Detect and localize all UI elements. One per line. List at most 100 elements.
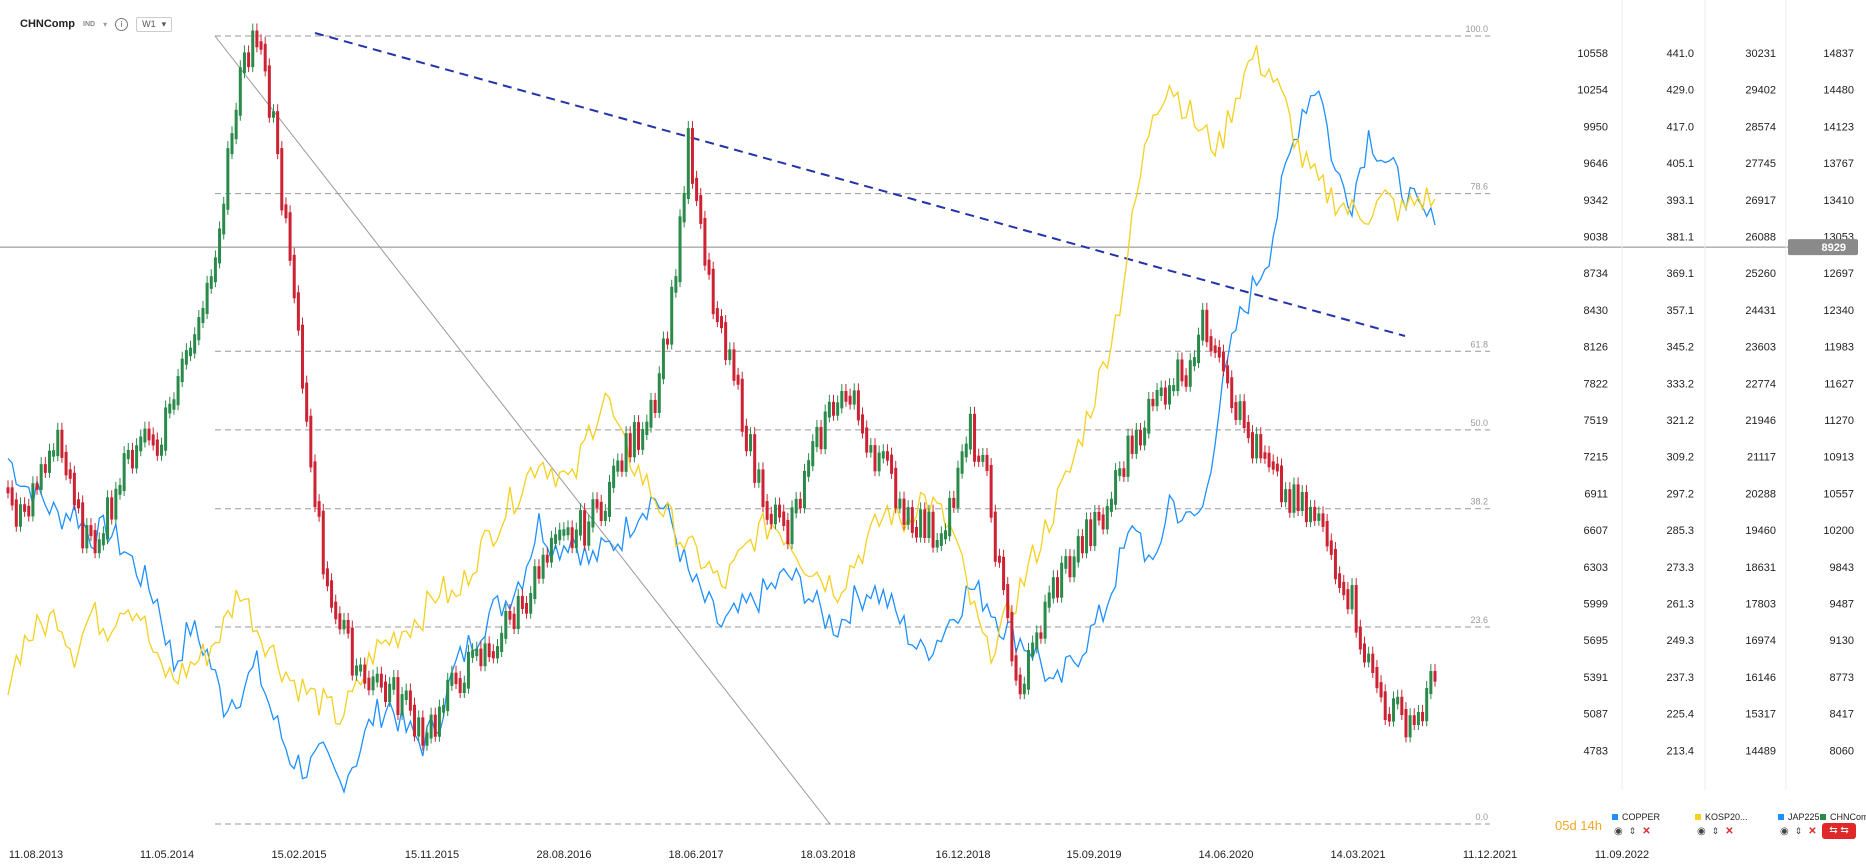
close-icon[interactable]: ✕	[1725, 826, 1734, 837]
axis-tick-chncomp: 10254	[1577, 85, 1608, 97]
fib-label: 61.8	[1470, 339, 1488, 349]
legend-swatch	[1820, 814, 1826, 820]
axis-tick-chncomp: 8126	[1584, 342, 1608, 354]
axis-tick-kosp200: 15317	[1745, 709, 1776, 721]
axis-tick-jap225: 9487	[1830, 599, 1854, 611]
axis-tick-chncomp: 4783	[1584, 745, 1608, 757]
axis-tick-copper: 405.1	[1666, 158, 1694, 170]
axis-tick-kosp200: 19460	[1745, 525, 1776, 537]
axis-tick-jap225: 12340	[1823, 305, 1854, 317]
current-price-tag	[1788, 239, 1858, 256]
x-tick-label: 14.03.2021	[1330, 849, 1385, 861]
reorder-icon[interactable]: ⇕	[1794, 826, 1803, 836]
axis-tick-jap225: 10913	[1823, 452, 1854, 464]
x-tick-label: 11.09.2022	[1595, 849, 1649, 861]
axis-tick-kosp200: 23603	[1745, 342, 1776, 354]
axis-tick-chncomp: 10558	[1577, 48, 1608, 60]
axis-tick-copper: 381.1	[1666, 232, 1694, 244]
axis-tick-jap225: 13767	[1823, 158, 1854, 170]
legend-label: COPPER	[1622, 812, 1661, 822]
axis-tick-kosp200: 27745	[1745, 158, 1776, 170]
axis-tick-copper: 297.2	[1666, 488, 1694, 500]
fib-label: 0.0	[1475, 812, 1488, 822]
x-tick-label: 15.02.2015	[271, 849, 326, 861]
x-tick-label: 11.12.2021	[1463, 849, 1517, 861]
legend-item[interactable]: KOSP20...	[1695, 812, 1748, 822]
axis-tick-chncomp: 5695	[1584, 635, 1608, 647]
x-tick-label: 15.11.2015	[405, 849, 459, 861]
eye-icon[interactable]: ◉	[1780, 826, 1789, 837]
legend-item[interactable]: CHNCom...	[1820, 812, 1866, 822]
fib-label: 38.2	[1470, 497, 1488, 507]
axis-tick-copper: 225.4	[1666, 709, 1694, 721]
axis-tick-copper: 369.1	[1666, 268, 1694, 280]
axis-tick-copper: 309.2	[1666, 452, 1694, 464]
axis-tick-kosp200: 25260	[1745, 268, 1776, 280]
axis-tick-chncomp: 9342	[1584, 195, 1608, 207]
reorder-icon[interactable]: ⇕	[1711, 826, 1720, 836]
drawing-tools-button[interactable]: ⇆ ⇆	[1822, 823, 1856, 839]
axis-tick-copper: 429.0	[1666, 85, 1694, 97]
axis-tick-kosp200: 20288	[1745, 488, 1776, 500]
timeframe-select[interactable]: W1 ▾	[136, 16, 173, 32]
axis-tick-chncomp: 7215	[1584, 452, 1608, 464]
fib-label: 50.0	[1470, 418, 1488, 428]
legend-item[interactable]: COPPER	[1612, 812, 1660, 822]
close-icon[interactable]: ✕	[1808, 826, 1817, 837]
axis-tick-jap225: 10200	[1823, 525, 1854, 537]
axis-tick-copper: 273.3	[1666, 562, 1694, 574]
legend-swatch	[1612, 814, 1618, 820]
chevron-down-icon: ▾	[161, 18, 167, 29]
axis-tick-jap225: 14837	[1823, 48, 1854, 60]
axis-tick-jap225: 12697	[1823, 268, 1854, 280]
legend-label: JAP225	[1788, 812, 1820, 822]
timeframe-value: W1	[142, 19, 156, 29]
axis-tick-chncomp: 5391	[1584, 672, 1608, 684]
eye-icon[interactable]: ◉	[1697, 826, 1706, 837]
axis-tick-jap225: 9843	[1830, 562, 1854, 574]
symbol-dropdown-icon[interactable]: ▾	[103, 19, 108, 29]
x-tick-label: 11.08.2013	[9, 849, 63, 861]
axis-tick-copper: 441.0	[1666, 48, 1694, 60]
x-tick-label: 14.06.2020	[1198, 849, 1253, 861]
axis-tick-jap225: 13410	[1823, 195, 1854, 207]
symbol-label[interactable]: CHNComp	[20, 18, 75, 30]
axis-tick-copper: 285.3	[1666, 525, 1694, 537]
legend-controls: ◉ ⇕ ✕	[1614, 826, 1651, 837]
fib-label: 78.6	[1470, 182, 1488, 192]
x-tick-label: 11.05.2014	[140, 849, 194, 861]
trend-line	[314, 32, 1406, 337]
axis-tick-chncomp: 7822	[1584, 378, 1608, 390]
axis-tick-jap225: 14123	[1823, 121, 1854, 133]
candle-countdown: 05d 14h	[1555, 818, 1602, 833]
close-icon[interactable]: ✕	[1642, 826, 1651, 837]
axis-tick-chncomp: 5087	[1584, 709, 1608, 721]
axis-tick-copper: 261.3	[1666, 599, 1694, 611]
x-tick-label: 18.03.2018	[800, 849, 855, 861]
axis-tick-kosp200: 30231	[1745, 48, 1776, 60]
legend-swatch	[1778, 814, 1784, 820]
axis-tick-kosp200: 17803	[1745, 599, 1776, 611]
axis-tick-kosp200: 29402	[1745, 85, 1776, 97]
axis-tick-kosp200: 26917	[1745, 195, 1776, 207]
axis-tick-chncomp: 9038	[1584, 232, 1608, 244]
legend-controls: ◉ ⇕ ✕	[1780, 826, 1817, 837]
instrument-type: IND	[83, 20, 96, 28]
reorder-icon[interactable]: ⇕	[1628, 826, 1637, 836]
legend-item[interactable]: JAP225	[1778, 812, 1820, 822]
axis-tick-chncomp: 9950	[1584, 121, 1608, 133]
axis-tick-kosp200: 16146	[1745, 672, 1776, 684]
axis-tick-chncomp: 6303	[1584, 562, 1608, 574]
axis-tick-kosp200: 21117	[1747, 452, 1776, 464]
axis-tick-jap225: 11270	[1824, 415, 1854, 427]
axis-tick-copper: 213.4	[1666, 745, 1694, 757]
axis-tick-copper: 417.0	[1666, 121, 1694, 133]
axis-tick-chncomp: 7519	[1584, 415, 1608, 427]
eye-icon[interactable]: ◉	[1614, 826, 1623, 837]
legend-label: CHNCom...	[1830, 812, 1866, 822]
axis-tick-chncomp: 6607	[1584, 525, 1608, 537]
axis-tick-jap225: 8060	[1830, 745, 1854, 757]
axis-tick-copper: 321.2	[1666, 415, 1694, 427]
info-icon[interactable]: i	[115, 17, 129, 31]
